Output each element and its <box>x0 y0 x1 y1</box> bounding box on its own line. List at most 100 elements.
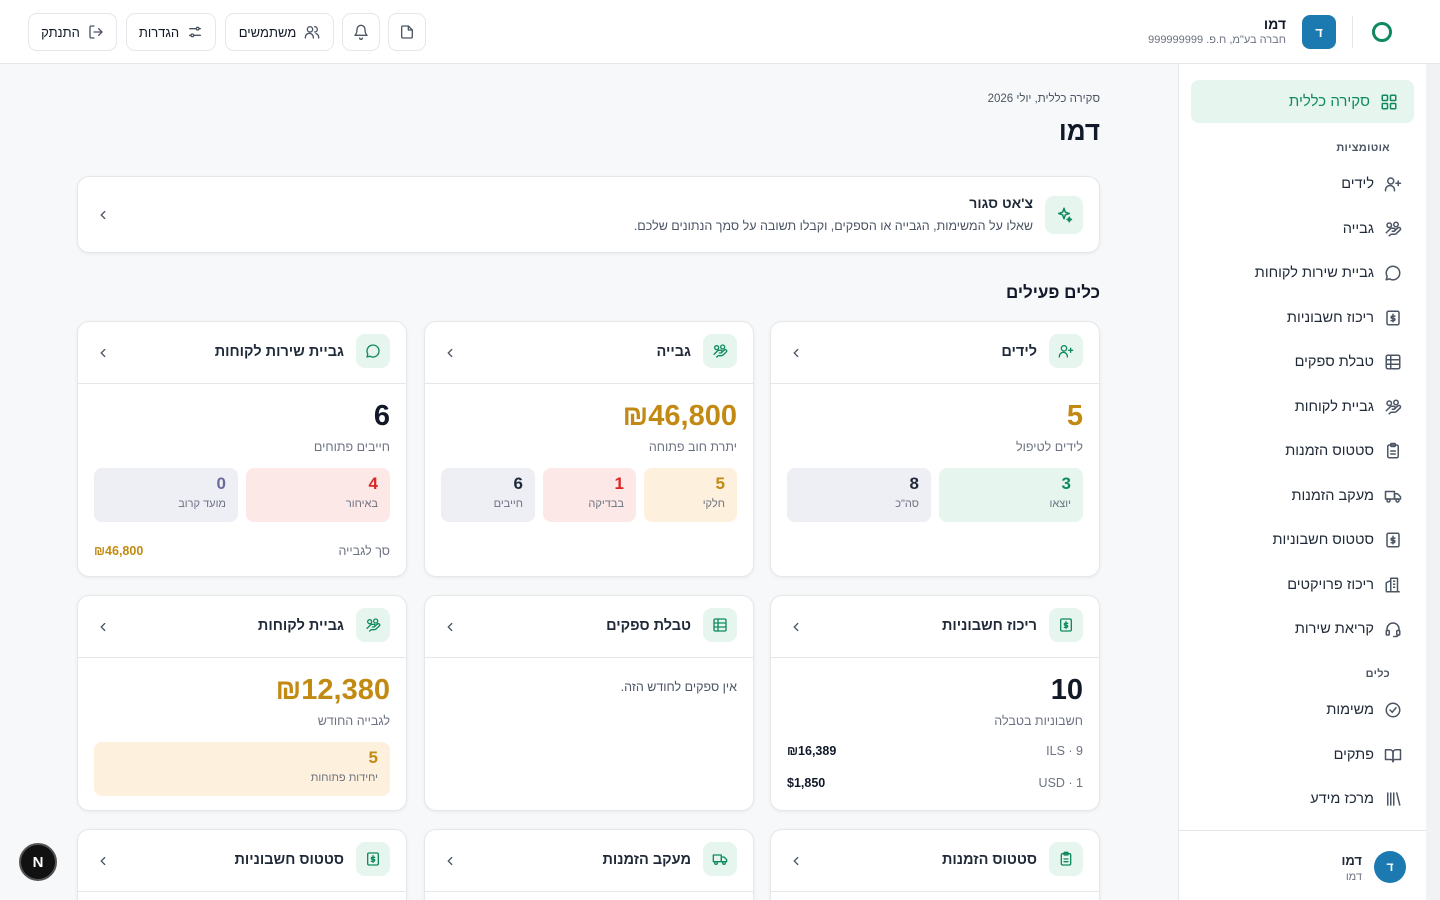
stat-label: סה"כ <box>895 498 919 510</box>
sidebar-item-knowledge[interactable]: מרכז מידע <box>1191 779 1414 819</box>
receipt-icon <box>1384 531 1402 549</box>
card-title: גביית לקוחות <box>257 618 344 634</box>
card-suppliers[interactable]: טבלת ספקים אין ספקים לחודש הזה. <box>424 595 754 811</box>
sidebar-item-customer-collection[interactable]: גביית לקוחות <box>1191 387 1414 427</box>
metric-label: חייבים פתוחים <box>313 440 390 454</box>
chat-card[interactable]: צ'אט סגור שאלו על המשימות, הגבייה או הספ… <box>77 176 1100 253</box>
sidebar-item-overview[interactable]: סקירה כללית <box>1191 80 1414 123</box>
card-leads[interactable]: לידים 5 לידים לטיפול 3 יוצאו 8 סה"כ <box>770 321 1100 577</box>
chevron-left-icon[interactable] <box>789 346 803 360</box>
hand-coins-icon <box>703 334 737 368</box>
card-title: ריכוז חשבוניות <box>941 618 1037 634</box>
sidebar-item-leads[interactable]: לידים <box>1191 164 1414 204</box>
footer-label: סך לגבייה <box>338 544 390 558</box>
sidebar-user[interactable]: ד דמו דמו <box>1178 830 1426 900</box>
settings-button[interactable]: הגדרות <box>126 13 216 51</box>
bell-icon <box>353 24 369 40</box>
receipt-icon <box>1384 309 1402 327</box>
chevron-left-icon <box>96 208 110 222</box>
chat-subtitle: שאלו על המשימות, הגבייה או הספקים, וקבלו… <box>633 219 1033 233</box>
sidebar-item-suppliers[interactable]: טבלת ספקים <box>1191 342 1414 382</box>
section-title: כלים פעילים <box>1005 283 1100 302</box>
card-order-status[interactable]: סטטוס הזמנות <box>770 829 1100 900</box>
page-title: דמו <box>1058 116 1100 146</box>
stat-value: 5 <box>368 748 378 767</box>
hand-coins-icon <box>1384 220 1402 238</box>
stat-tile: 5 חלקי <box>644 468 737 522</box>
users-button[interactable]: משתמשים <box>225 13 334 51</box>
sidebar-item-invoice-status[interactable]: סטטוס חשבוניות <box>1191 520 1414 560</box>
chevron-left-icon[interactable] <box>443 854 457 868</box>
card-order-tracking[interactable]: מעקב הזמנות <box>424 829 754 900</box>
hand-coins-icon <box>356 608 390 642</box>
footer-value: ₪46,800 <box>94 544 144 558</box>
currency-label: USD · 1 <box>1038 776 1083 790</box>
currency-value: ₪16,389 <box>787 744 837 758</box>
book-open-icon <box>1384 746 1402 764</box>
stat-tile: 4 באיחור <box>246 468 390 522</box>
card-invoice-status[interactable]: סטטוס חשבוניות <box>77 829 407 900</box>
breadcrumb: סקירה כללית, יולי 2026 <box>987 93 1100 105</box>
sidebar-item-collection[interactable]: גבייה <box>1191 209 1414 249</box>
metric-value: 6 <box>373 400 390 432</box>
headset-icon <box>1384 620 1402 638</box>
sparkles-icon <box>1045 196 1083 234</box>
user-plus-icon <box>1384 175 1402 193</box>
chevron-left-icon[interactable] <box>789 620 803 634</box>
chevron-left-icon[interactable] <box>789 854 803 868</box>
chevron-left-icon[interactable] <box>96 854 110 868</box>
sidebar-item-tasks[interactable]: משימות <box>1191 690 1414 730</box>
sidebar-item-service-call[interactable]: קריאת שירות <box>1191 609 1414 649</box>
sidebar-item-cs-collection[interactable]: גביית שירות לקוחות <box>1191 253 1414 293</box>
org-sub: חברה בע"מ, ח.פ. 999999999 <box>1148 34 1286 46</box>
org-name: דמו <box>1263 16 1286 32</box>
stat-label: בבדיקה <box>588 498 624 510</box>
card-title: טבלת ספקים <box>606 618 691 634</box>
chevron-left-icon[interactable] <box>96 620 110 634</box>
sidebar-item-label: מרכז מידע <box>1310 791 1374 807</box>
sidebar-item-projects[interactable]: ריכוז פרויקטים <box>1191 565 1414 605</box>
sidebar-item-invoices[interactable]: ריכוז חשבוניות <box>1191 298 1414 338</box>
stat-label: חייבים <box>493 498 523 510</box>
chevron-left-icon[interactable] <box>443 346 457 360</box>
stat-tile: 6 חייבים <box>441 468 535 522</box>
stat-value: 5 <box>715 474 725 493</box>
sidebar-item-order-tracking[interactable]: מעקב הזמנות <box>1191 476 1414 516</box>
org-avatar[interactable]: ד <box>1302 15 1336 49</box>
scrollbar[interactable] <box>1426 64 1440 900</box>
card-header: מעקב הזמנות <box>425 830 753 892</box>
dev-tools-button[interactable]: N <box>19 843 57 881</box>
sidebar-item-label: סטטוס חשבוניות <box>1272 532 1374 548</box>
empty-state: אין ספקים לחודש הזה. <box>620 680 737 694</box>
card-title: סטטוס חשבוניות <box>234 852 344 868</box>
card-collection[interactable]: גבייה ₪46,800 יתרת חוב פתוחה 5 חלקי 1 בב… <box>424 321 754 577</box>
sidebar-item-notes[interactable]: פתקים <box>1191 735 1414 775</box>
logout-icon <box>88 24 104 40</box>
card-customer-collection[interactable]: גביית לקוחות ₪12,380 לגבייה החודש 5 יחיד… <box>77 595 407 811</box>
stat-tile: 1 בבדיקה <box>543 468 636 522</box>
logout-button-label: התנתק <box>41 24 80 40</box>
card-header: לידים <box>771 322 1099 384</box>
card-invoices[interactable]: ריכוז חשבוניות 10 חשבוניות בטבלה ILS · 9… <box>770 595 1100 811</box>
stat-label: באיחור <box>345 498 378 510</box>
logout-button[interactable]: התנתק <box>28 13 117 51</box>
sidebar-item-label: סטטוס הזמנות <box>1285 443 1374 459</box>
chevron-left-icon[interactable] <box>443 620 457 634</box>
currency-label: ILS · 9 <box>1046 744 1083 758</box>
sidebar-item-label: לידים <box>1341 176 1374 192</box>
notifications-button[interactable] <box>342 13 380 51</box>
card-header: סטטוס חשבוניות <box>78 830 406 892</box>
brand-logo[interactable] <box>1372 22 1392 42</box>
sidebar-item-label: ריכוז חשבוניות <box>1286 310 1374 326</box>
stat-tile: 8 סה"כ <box>787 468 931 522</box>
sidebar-item-order-status[interactable]: סטטוס הזמנות <box>1191 431 1414 471</box>
grid-icon <box>1380 93 1398 111</box>
card-header: ריכוז חשבוניות <box>771 596 1099 658</box>
card-title: לידים <box>1001 344 1037 360</box>
metric-value: 5 <box>1066 400 1083 432</box>
card-cs-collection[interactable]: גביית שירות לקוחות 6 חייבים פתוחים 4 באי… <box>77 321 407 577</box>
chevron-left-icon[interactable] <box>96 346 110 360</box>
truck-icon <box>703 842 737 876</box>
stat-label: יוצאו <box>1049 498 1071 510</box>
notes-button[interactable] <box>388 13 426 51</box>
